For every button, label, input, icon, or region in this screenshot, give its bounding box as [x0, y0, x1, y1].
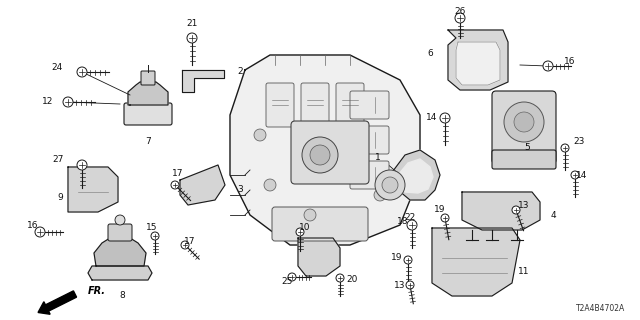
Circle shape: [336, 274, 344, 282]
Text: 5: 5: [524, 143, 530, 153]
Circle shape: [288, 273, 296, 281]
Circle shape: [404, 256, 412, 264]
Circle shape: [441, 214, 449, 222]
Circle shape: [302, 137, 338, 173]
Polygon shape: [448, 30, 508, 90]
Text: 7: 7: [145, 138, 151, 147]
FancyBboxPatch shape: [336, 83, 364, 127]
Text: 26: 26: [454, 7, 466, 17]
Text: 6: 6: [427, 49, 433, 58]
Text: 10: 10: [300, 223, 311, 233]
Text: 14: 14: [426, 113, 438, 122]
FancyBboxPatch shape: [124, 103, 172, 125]
Polygon shape: [298, 238, 340, 276]
Circle shape: [440, 113, 450, 123]
Polygon shape: [390, 150, 440, 200]
Text: 19: 19: [435, 205, 445, 214]
Circle shape: [264, 179, 276, 191]
Circle shape: [304, 209, 316, 221]
Text: 24: 24: [51, 62, 63, 71]
FancyArrow shape: [38, 291, 77, 314]
Polygon shape: [462, 192, 540, 230]
Text: 2: 2: [237, 67, 243, 76]
Circle shape: [254, 129, 266, 141]
Polygon shape: [398, 159, 433, 193]
Circle shape: [35, 227, 45, 237]
Text: 22: 22: [404, 213, 415, 222]
FancyBboxPatch shape: [266, 83, 294, 127]
Circle shape: [296, 228, 304, 236]
Text: 13: 13: [394, 281, 406, 290]
FancyBboxPatch shape: [350, 126, 389, 154]
FancyBboxPatch shape: [108, 224, 132, 241]
Text: 15: 15: [147, 222, 157, 231]
Circle shape: [310, 145, 330, 165]
Circle shape: [543, 61, 553, 71]
Circle shape: [571, 171, 579, 179]
Circle shape: [181, 241, 189, 249]
FancyBboxPatch shape: [272, 207, 368, 241]
Text: 20: 20: [346, 276, 358, 284]
Text: 17: 17: [172, 170, 184, 179]
Text: 11: 11: [518, 268, 530, 276]
Polygon shape: [88, 266, 152, 280]
Text: 25: 25: [282, 277, 292, 286]
FancyBboxPatch shape: [291, 121, 369, 184]
Polygon shape: [68, 167, 118, 212]
Circle shape: [115, 215, 125, 225]
Circle shape: [406, 281, 414, 289]
FancyBboxPatch shape: [301, 83, 329, 127]
Text: 23: 23: [573, 138, 585, 147]
Text: 12: 12: [42, 98, 54, 107]
Circle shape: [374, 189, 386, 201]
Circle shape: [455, 13, 465, 23]
Text: 21: 21: [186, 20, 198, 28]
Text: 17: 17: [184, 237, 196, 246]
Text: 9: 9: [57, 193, 63, 202]
Text: 16: 16: [28, 220, 39, 229]
Text: 14: 14: [576, 171, 588, 180]
Polygon shape: [182, 70, 224, 92]
Text: 1: 1: [375, 154, 381, 163]
Circle shape: [171, 181, 179, 189]
Polygon shape: [230, 55, 420, 245]
Circle shape: [561, 144, 569, 152]
FancyBboxPatch shape: [492, 150, 556, 169]
Text: 3: 3: [237, 186, 243, 195]
Polygon shape: [180, 165, 225, 205]
Circle shape: [77, 67, 87, 77]
Circle shape: [512, 206, 520, 214]
Text: 18: 18: [397, 218, 409, 227]
Polygon shape: [432, 228, 520, 296]
Text: 4: 4: [550, 211, 556, 220]
Text: FR.: FR.: [88, 286, 106, 296]
Polygon shape: [128, 82, 168, 105]
Circle shape: [382, 177, 398, 193]
Circle shape: [514, 112, 534, 132]
Text: 13: 13: [518, 201, 530, 210]
Circle shape: [407, 220, 417, 230]
Text: T2A4B4702A: T2A4B4702A: [576, 304, 625, 313]
FancyBboxPatch shape: [350, 161, 389, 189]
FancyBboxPatch shape: [492, 91, 556, 164]
Circle shape: [504, 102, 544, 142]
Circle shape: [375, 170, 405, 200]
FancyBboxPatch shape: [141, 71, 155, 85]
Text: 19: 19: [391, 252, 403, 261]
Text: 8: 8: [119, 292, 125, 300]
Polygon shape: [94, 238, 146, 266]
FancyBboxPatch shape: [350, 91, 389, 119]
Circle shape: [151, 232, 159, 240]
Text: 27: 27: [52, 156, 64, 164]
Text: 16: 16: [564, 58, 576, 67]
Circle shape: [77, 160, 87, 170]
Circle shape: [187, 33, 197, 43]
Polygon shape: [456, 42, 500, 85]
Circle shape: [63, 97, 73, 107]
